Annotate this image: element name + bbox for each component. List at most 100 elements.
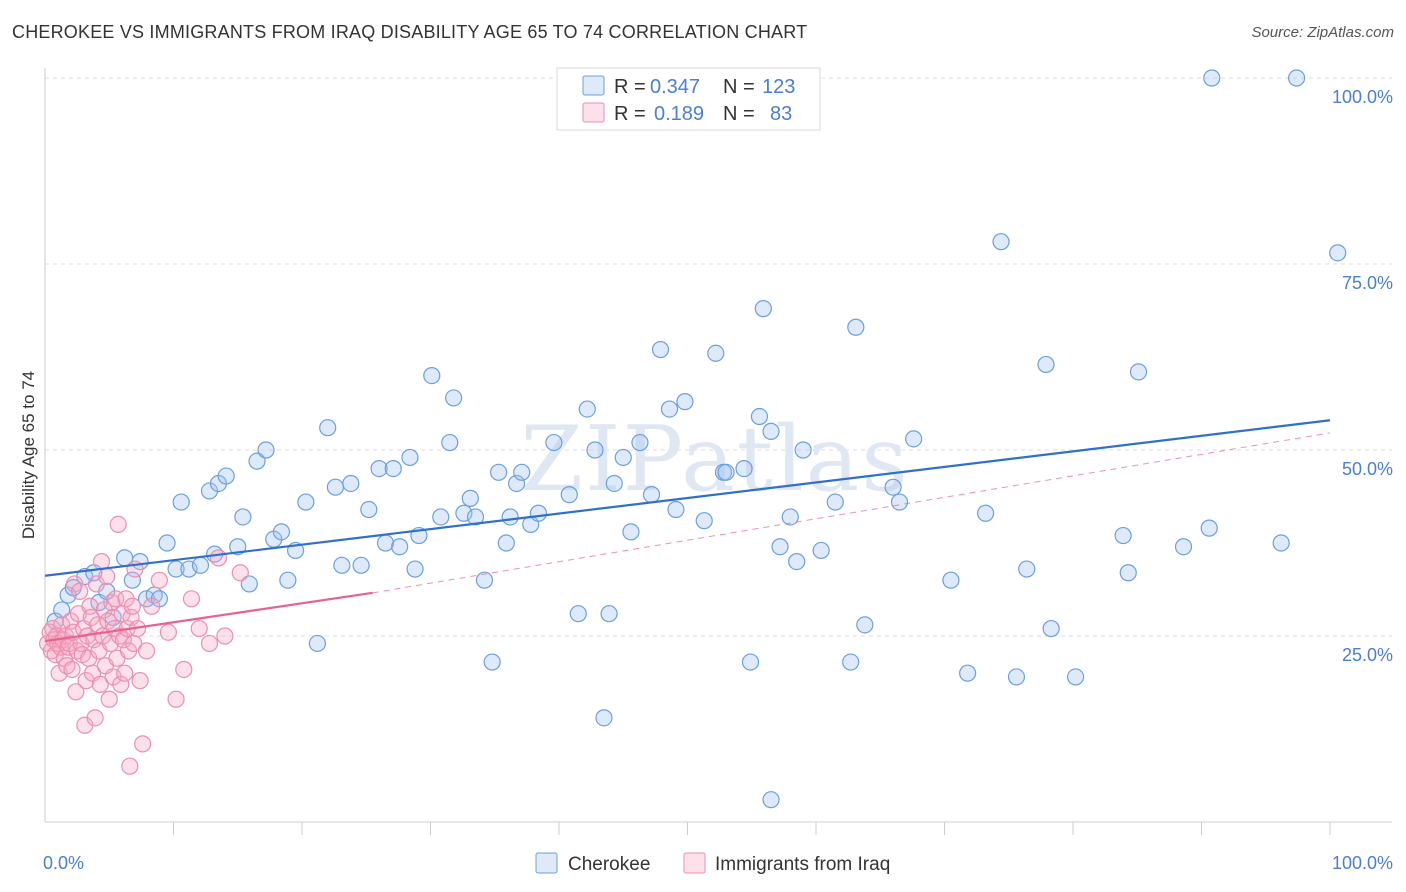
cherokee-point-110 (1114, 526, 1132, 545)
iraq-point-78 (190, 619, 208, 638)
cherokee-point-57 (490, 463, 508, 481)
cherokee-point-89 (771, 538, 789, 556)
cherokee-point-56 (483, 653, 501, 671)
iraq-point-40 (91, 675, 109, 693)
cherokee-point-60 (507, 474, 526, 493)
y-tick-labels: 25.0% 50.0% 75.0% 100.0% (1332, 87, 1393, 665)
cherokee-point-113 (1174, 538, 1193, 556)
cherokee-point-43 (384, 460, 402, 478)
cherokee-point-73 (622, 523, 640, 541)
bottom-legend: Cherokee Immigrants from Iraq (535, 852, 890, 875)
cherokee-point-54 (466, 508, 485, 526)
cherokee-point-116 (1272, 534, 1290, 552)
legend-r-label-1: R = (614, 76, 646, 98)
cherokee-point-58 (497, 534, 515, 552)
source-label: Source: ZipAtlas.com (1251, 24, 1394, 41)
cherokee-point-28 (257, 441, 275, 459)
cherokee-point-70 (600, 605, 618, 623)
cherokee-point-68 (586, 441, 604, 459)
iraq-point-63 (121, 757, 139, 775)
iraq-point-72 (143, 597, 161, 615)
cherokee-point-67 (578, 400, 596, 418)
cherokee-point-17 (172, 493, 190, 511)
cherokee-point-59 (501, 508, 519, 526)
cherokee-point-55 (475, 571, 494, 589)
cherokee-point-119 (762, 791, 780, 809)
cherokee-point-19 (191, 556, 210, 574)
iraq-point-59 (116, 664, 134, 682)
iraq-point-71 (137, 642, 156, 660)
cherokee-point-77 (660, 400, 679, 418)
cherokee-point-106 (1018, 560, 1036, 578)
cherokee-point-65 (560, 486, 578, 504)
bottom-legend-iraq: Immigrants from Iraq (715, 854, 890, 875)
iraq-point-36 (86, 709, 104, 727)
y-tick-label-100: 100.0% (1332, 87, 1393, 107)
grid-lines (45, 77, 1392, 637)
cherokee-point-91 (788, 552, 806, 571)
legend-n-value-1: 123 (762, 76, 795, 98)
watermark: ZIPatlas (520, 407, 909, 512)
iraq-point-58 (114, 631, 132, 649)
y-tick-label-75: 75.0% (1342, 273, 1393, 293)
cherokee-point-44 (391, 538, 409, 556)
cherokee-point-103 (977, 504, 995, 522)
iraq-point-80 (209, 549, 228, 567)
cherokee-point-38 (342, 474, 360, 493)
iraq-point-74 (159, 623, 177, 641)
iraq-point-18 (63, 660, 81, 679)
cherokee-point-118 (1329, 244, 1347, 262)
cherokee-point-78 (667, 500, 685, 519)
trend-line-iraq-extension (372, 432, 1331, 594)
legend-swatch-cherokee (582, 75, 605, 96)
cherokee-point-75 (642, 486, 661, 504)
cherokee-point-83 (717, 463, 735, 481)
cherokee-point-98 (884, 478, 902, 496)
trend-line-iraq (44, 591, 373, 643)
cherokee-point-15 (158, 534, 176, 552)
iraq-point-76 (175, 660, 193, 679)
cherokee-point-46 (406, 560, 424, 578)
cherokee-point-30 (272, 523, 291, 541)
iraq-point-79 (200, 634, 219, 653)
cherokee-point-51 (445, 389, 463, 407)
cherokee-point-90 (781, 508, 799, 526)
cherokee-point-34 (308, 634, 327, 653)
cherokee-point-108 (1042, 619, 1060, 638)
bottom-legend-swatch-iraq (683, 852, 706, 874)
cherokee-point-16 (167, 560, 185, 578)
cherokee-point-102 (959, 664, 977, 682)
y-tick-label-25: 25.0% (1342, 645, 1393, 665)
cherokee-point-107 (1037, 355, 1055, 374)
cherokee-point-109 (1066, 668, 1085, 686)
x-tick-labels: 0.0% 100.0% (43, 853, 1393, 873)
cherokee-point-1 (53, 601, 71, 619)
cherokee-point-85 (741, 653, 760, 671)
cherokee-point-87 (754, 300, 772, 318)
cherokee-point-104 (992, 233, 1010, 251)
legend-r-value-1: 0.347 (650, 76, 700, 98)
trend-line-cherokee (44, 419, 1331, 577)
chart-title: CHEROKEE VS IMMIGRANTS FROM IRAQ DISABIL… (12, 22, 808, 42)
cherokee-point-50 (441, 433, 459, 452)
legend-n-value-2: 83 (770, 103, 792, 125)
legend-r-value-2: 0.189 (654, 103, 704, 125)
cherokee-point-35 (319, 419, 337, 437)
cherokee-point-39 (352, 556, 370, 574)
cherokee-point-100 (905, 430, 923, 448)
legend-swatch-iraq (582, 102, 605, 123)
cherokee-point-74 (631, 433, 649, 452)
cherokee-point-42 (376, 534, 395, 552)
iraq-point-75 (167, 690, 185, 708)
cherokee-point-53 (461, 489, 479, 507)
cherokee-point-105 (1007, 668, 1026, 686)
cherokee-point-25 (234, 508, 252, 526)
series-iraq (38, 515, 249, 775)
cherokee-point-10 (123, 571, 141, 589)
cherokee-point-95 (847, 318, 865, 336)
x-tick-label-max: 100.0% (1332, 853, 1393, 873)
cherokee-point-115 (1203, 69, 1221, 87)
cherokee-point-64 (545, 433, 563, 452)
iraq-point-47 (100, 690, 118, 708)
cherokee-point-112 (1129, 363, 1148, 381)
